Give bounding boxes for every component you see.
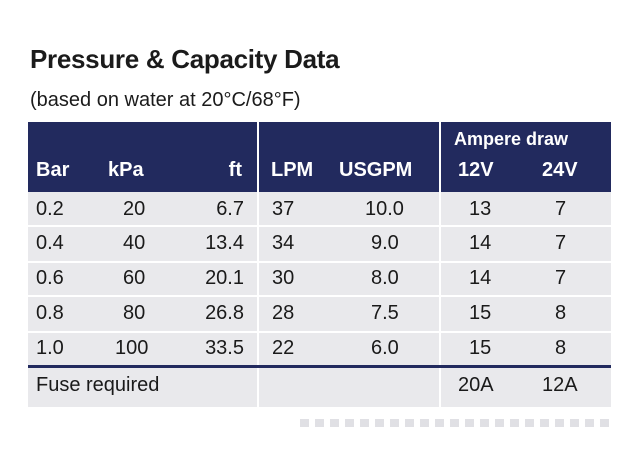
cell-amp-24v: 7 (555, 232, 567, 254)
cell-usgpm: 7.5 (371, 302, 399, 324)
row-divider (28, 261, 611, 263)
fuse-12v: 20A (458, 374, 494, 396)
cell-amp-24v: 7 (555, 267, 567, 289)
cell-kpa: 80 (123, 302, 146, 324)
header-usgpm: USGPM (339, 159, 413, 181)
cell-ft: 20.1 (205, 267, 244, 289)
fuse-row-separator (28, 365, 611, 368)
cell-bar: 0.6 (36, 267, 64, 289)
cell-kpa: 60 (123, 267, 146, 289)
header-12v: 12V (458, 159, 494, 181)
fuse-24v: 12A (542, 374, 578, 396)
cell-kpa: 20 (123, 198, 146, 220)
header-ft: ft (228, 159, 242, 181)
cell-amp-12v: 13 (469, 198, 492, 220)
pressure-capacity-table: Bar kPa ft LPM USGPM Ampere draw 12V 24V… (28, 122, 611, 407)
row-divider (28, 331, 611, 333)
cell-ft: 13.4 (205, 232, 244, 254)
cell-lpm: 28 (272, 302, 295, 324)
cell-bar: 0.4 (36, 232, 64, 254)
column-divider (257, 122, 259, 407)
header-lpm: LPM (271, 159, 314, 181)
cell-ft: 6.7 (216, 198, 244, 220)
table-header (28, 122, 611, 192)
row-divider (28, 295, 611, 297)
cell-amp-24v: 8 (555, 302, 567, 324)
cell-lpm: 30 (272, 267, 295, 289)
cell-usgpm: 8.0 (371, 267, 399, 289)
cell-lpm: 22 (272, 337, 295, 359)
cell-usgpm: 9.0 (371, 232, 399, 254)
cell-kpa: 100 (115, 337, 149, 359)
cell-amp-12v: 14 (469, 267, 492, 289)
cell-amp-12v: 15 (469, 302, 492, 324)
faint-footer-text (300, 419, 612, 427)
cell-amp-24v: 8 (555, 337, 567, 359)
page-title: Pressure & Capacity Data (30, 44, 340, 74)
page-subtitle: (based on water at 20°C/68°F) (30, 89, 301, 111)
cell-usgpm: 10.0 (365, 198, 404, 220)
cell-ft: 33.5 (205, 337, 244, 359)
cell-bar: 1.0 (36, 337, 64, 359)
fuse-required-label: Fuse required (36, 374, 160, 396)
column-divider (439, 122, 441, 407)
cell-kpa: 40 (123, 232, 146, 254)
cell-amp-12v: 14 (469, 232, 492, 254)
cell-lpm: 37 (272, 198, 295, 220)
cell-amp-24v: 7 (555, 198, 567, 220)
header-kpa: kPa (108, 159, 144, 181)
header-ampere-draw: Ampere draw (454, 129, 569, 149)
cell-usgpm: 6.0 (371, 337, 399, 359)
cell-amp-12v: 15 (469, 337, 492, 359)
header-24v: 24V (542, 159, 578, 181)
cell-lpm: 34 (272, 232, 295, 254)
cell-bar: 0.2 (36, 198, 64, 220)
cell-ft: 26.8 (205, 302, 244, 324)
header-bar: Bar (36, 159, 70, 181)
row-divider (28, 225, 611, 227)
cell-bar: 0.8 (36, 302, 64, 324)
